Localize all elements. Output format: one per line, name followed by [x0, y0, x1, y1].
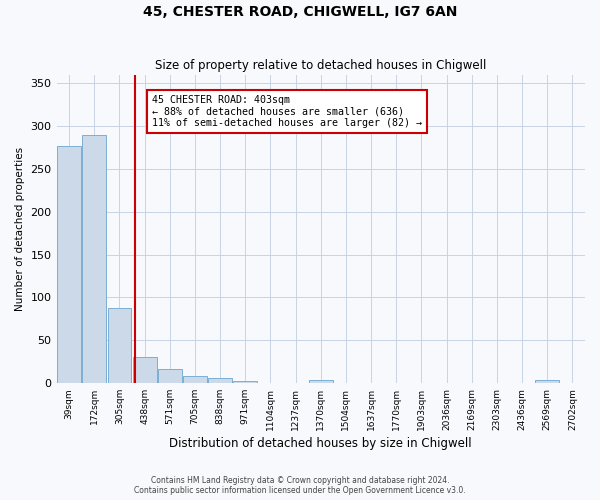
Title: Size of property relative to detached houses in Chigwell: Size of property relative to detached ho…	[155, 59, 487, 72]
Bar	[233, 382, 257, 383]
Bar	[82, 134, 106, 383]
Bar	[133, 358, 157, 383]
Bar	[183, 376, 207, 383]
Bar	[57, 146, 81, 383]
Bar	[107, 308, 131, 383]
Bar	[158, 368, 182, 383]
Bar	[208, 378, 232, 383]
Text: 45, CHESTER ROAD, CHIGWELL, IG7 6AN: 45, CHESTER ROAD, CHIGWELL, IG7 6AN	[143, 5, 457, 19]
X-axis label: Distribution of detached houses by size in Chigwell: Distribution of detached houses by size …	[169, 437, 472, 450]
Text: Contains HM Land Registry data © Crown copyright and database right 2024.
Contai: Contains HM Land Registry data © Crown c…	[134, 476, 466, 495]
Y-axis label: Number of detached properties: Number of detached properties	[15, 147, 25, 311]
Bar	[535, 380, 559, 383]
Text: 45 CHESTER ROAD: 403sqm
← 88% of detached houses are smaller (636)
11% of semi-d: 45 CHESTER ROAD: 403sqm ← 88% of detache…	[152, 94, 422, 128]
Bar	[309, 380, 333, 383]
